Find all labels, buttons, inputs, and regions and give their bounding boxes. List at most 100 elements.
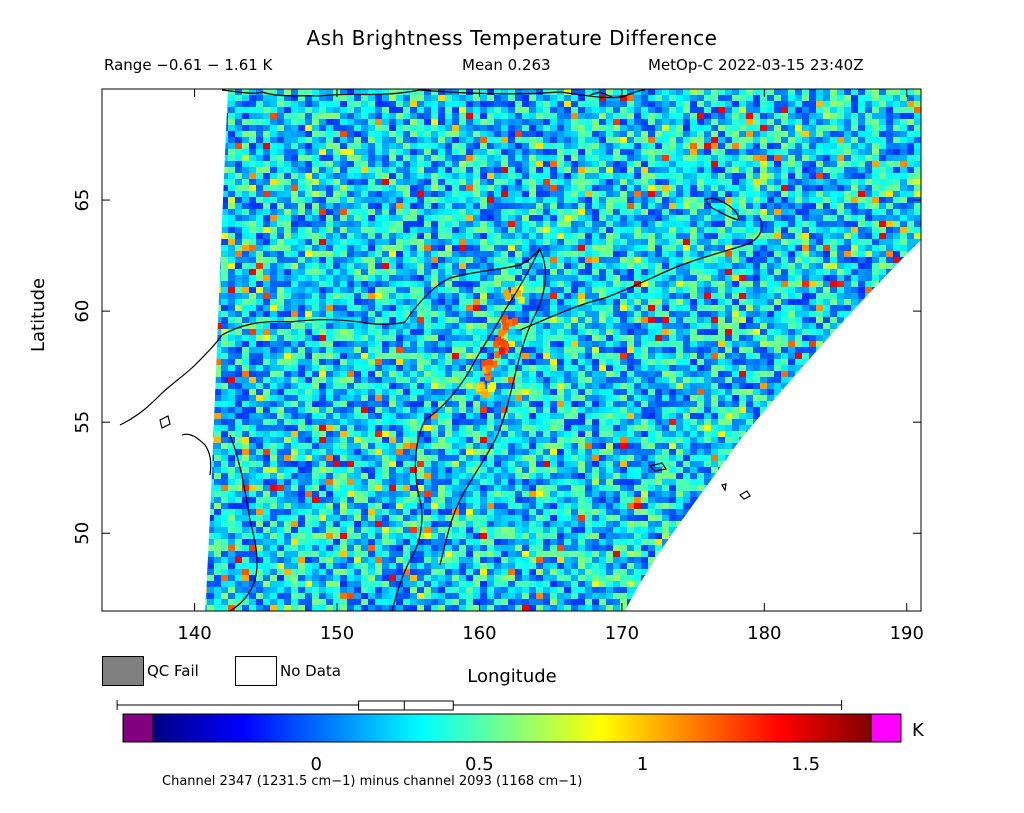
heatmap-cell (389, 323, 397, 330)
heatmap-cell (767, 263, 775, 270)
heatmap-cell (529, 287, 537, 294)
heatmap-cell (676, 149, 684, 156)
heatmap-cell (298, 257, 306, 264)
heatmap-cell (529, 245, 537, 252)
heatmap-cell (284, 353, 292, 360)
heatmap-cell (256, 329, 264, 336)
heatmap-cell (802, 371, 810, 378)
heatmap-cell (788, 173, 796, 180)
heatmap-cell (305, 215, 313, 222)
heatmap-cell (739, 239, 747, 246)
heatmap-cell (802, 221, 810, 228)
heatmap-cell (753, 263, 761, 270)
heatmap-cell (522, 287, 530, 294)
heatmap-cell (900, 221, 908, 228)
heatmap-cell (319, 125, 327, 132)
heatmap-cell (305, 137, 313, 144)
heatmap-cell (872, 263, 880, 270)
heatmap-cell (599, 185, 607, 192)
heatmap-cell (648, 329, 656, 336)
heatmap-cell (319, 329, 327, 336)
heatmap-cell (746, 317, 754, 324)
heatmap-cell (445, 317, 453, 324)
heatmap-cell (641, 329, 649, 336)
heatmap-cell (795, 119, 803, 126)
heatmap-cell (305, 269, 313, 276)
heatmap-cell (284, 233, 292, 240)
heatmap-cell (816, 323, 824, 330)
heatmap-cell (529, 125, 537, 132)
heatmap-cell (900, 293, 908, 300)
heatmap-cell (508, 161, 516, 168)
heatmap-cell (795, 203, 803, 210)
heatmap-cell (368, 287, 376, 294)
heatmap-cell (865, 287, 873, 294)
heatmap-cell (536, 293, 544, 300)
heatmap-cell (648, 209, 656, 216)
heatmap-cell (641, 125, 649, 132)
heatmap-cell (634, 371, 642, 378)
heatmap-cell (837, 239, 845, 246)
heatmap-cell (746, 143, 754, 150)
heatmap-cell (809, 287, 817, 294)
heatmap-cell (403, 209, 411, 216)
heatmap-cell (767, 95, 775, 102)
heatmap-cell (690, 89, 698, 96)
heatmap-cell (361, 173, 369, 180)
heatmap-cell (732, 113, 740, 120)
heatmap-cell (697, 155, 705, 162)
heatmap-cell (599, 293, 607, 300)
heatmap-cell (907, 167, 915, 174)
heatmap-cell (270, 137, 278, 144)
heatmap-cell (424, 335, 432, 342)
heatmap-cell (788, 299, 796, 306)
heatmap-cell (417, 233, 425, 240)
heatmap-cell (788, 203, 796, 210)
heatmap-cell (466, 107, 474, 114)
heatmap-cell (263, 179, 271, 186)
heatmap-cell (823, 89, 831, 96)
heatmap-cell (389, 233, 397, 240)
heatmap-cell (837, 287, 845, 294)
heatmap-cell (655, 137, 663, 144)
heatmap-cell (368, 215, 376, 222)
heatmap-cell (578, 293, 586, 300)
heatmap-cell (886, 101, 894, 108)
heatmap-cell (319, 293, 327, 300)
heatmap-cell (207, 161, 215, 168)
heatmap-cell (431, 155, 439, 162)
heatmap-cell (725, 263, 733, 270)
heatmap-cell (648, 167, 656, 174)
heatmap-cell (396, 227, 404, 234)
heatmap-cell (529, 263, 537, 270)
heatmap-cell (858, 269, 866, 276)
heatmap-cell (760, 95, 768, 102)
heatmap-cell (529, 257, 537, 264)
heatmap-cell (886, 131, 894, 138)
heatmap-cell (676, 215, 684, 222)
heatmap-cell (270, 89, 278, 96)
heatmap-cell (417, 173, 425, 180)
heatmap-cell (732, 191, 740, 198)
heatmap-cell (564, 155, 572, 162)
heatmap-cell (760, 203, 768, 210)
heatmap-cell (739, 293, 747, 300)
heatmap-cell (494, 227, 502, 234)
heatmap-cell (284, 209, 292, 216)
heatmap-cell (606, 203, 614, 210)
heatmap-cell (634, 185, 642, 192)
heatmap-cell (697, 179, 705, 186)
heatmap-cell (375, 119, 383, 126)
heatmap-cell (312, 329, 320, 336)
heatmap-cell (865, 293, 873, 300)
heatmap-cell (438, 335, 446, 342)
heatmap-cell (697, 89, 705, 96)
heatmap-cell (515, 185, 523, 192)
heatmap-cell (599, 155, 607, 162)
heatmap-cell (319, 359, 327, 366)
heatmap-cell (312, 137, 320, 144)
heatmap-cell (585, 251, 593, 258)
heatmap-cell (907, 353, 915, 360)
heatmap-cell (438, 215, 446, 222)
heatmap-cell (382, 251, 390, 258)
